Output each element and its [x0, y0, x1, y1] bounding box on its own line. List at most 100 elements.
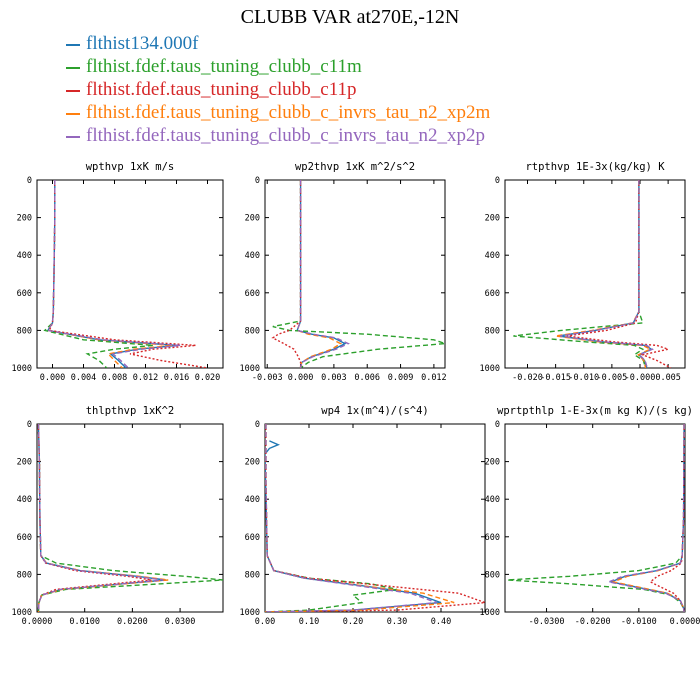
y-tick-label: 400 — [485, 251, 500, 261]
series-line-4 — [37, 424, 169, 612]
plot-frame — [36, 423, 224, 613]
series-line-4 — [296, 180, 343, 368]
x-tick-label: 0.0100 — [69, 617, 100, 627]
series-line-5 — [37, 424, 164, 612]
series-line-5 — [296, 180, 350, 368]
series-line-3 — [37, 424, 152, 612]
y-tick-label: 400 — [17, 251, 32, 261]
y-tick-label: 1000 — [480, 364, 500, 374]
y-tick-label: 200 — [17, 458, 32, 468]
x-tick-label: -0.015 — [540, 373, 571, 383]
x-tick-label: 0.0200 — [117, 617, 148, 627]
y-tick-label: 600 — [17, 289, 32, 299]
legend-entry-4: flthist.fdef.taus_tuning_clubb_c_invrs_t… — [66, 101, 490, 124]
x-tick-label: -0.005 — [597, 373, 628, 383]
y-tick-label: 1000 — [12, 608, 32, 618]
y-tick-label: 0 — [27, 420, 32, 430]
x-tick-label: 0.0000 — [22, 617, 53, 627]
y-tick-label: 1000 — [480, 608, 500, 618]
y-tick-label: 200 — [17, 214, 32, 224]
x-tick-label: -0.003 — [252, 373, 283, 383]
y-tick-label: 1000 — [240, 364, 260, 374]
panel-6: wprtpthlp 1-E-3x(m kg K)/(s kg) 0 200 400 60… — [480, 405, 700, 627]
y-tick-label: 800 — [485, 326, 500, 336]
y-tick-label: 200 — [485, 458, 500, 468]
x-tick-label: 0.004 — [71, 373, 97, 383]
series-line-5 — [606, 424, 685, 612]
x-tick-label: -0.020 — [512, 373, 543, 383]
x-tick-label: 0.00 — [255, 617, 275, 627]
series-line-4 — [265, 424, 455, 612]
legend-entry-3: flthist.fdef.taus_tuning_clubb_c11p — [66, 78, 490, 101]
y-tick-label: 1000 — [240, 608, 260, 618]
legend-label: flthist.fdef.taus_tuning_clubb_c11m — [86, 56, 362, 77]
series-line-3 — [265, 424, 485, 612]
x-tick-label: 0.30 — [387, 617, 407, 627]
series-line-1 — [37, 424, 166, 612]
series-line-2 — [37, 424, 223, 612]
panel-title: thlpthvp 1xK^2 — [86, 405, 175, 417]
series-line-3 — [271, 180, 302, 368]
y-tick-label: 200 — [245, 214, 260, 224]
y-tick-label: 600 — [17, 533, 32, 543]
plot-frame — [36, 179, 224, 369]
legend-label: flthist134.000f — [86, 33, 199, 54]
panel-title: rtpthvp 1E-3x(kg/kg) K — [525, 161, 665, 173]
panel-title: wp4 1x(m^4)/(s^4) — [321, 405, 428, 417]
y-tick-label: 800 — [245, 570, 260, 580]
x-tick-label: -0.010 — [568, 373, 599, 383]
legend-entry-2: flthist.fdef.taus_tuning_clubb_c11m — [66, 55, 490, 78]
y-tick-label: 600 — [245, 533, 260, 543]
series-line-2 — [272, 180, 445, 368]
y-tick-label: 600 — [485, 289, 500, 299]
x-tick-label: 0.000 — [40, 373, 66, 383]
series-line-4 — [611, 424, 685, 612]
y-tick-label: 400 — [485, 495, 500, 505]
legend-swatch — [66, 43, 80, 46]
legend-entry-5: flthist.fdef.taus_tuning_clubb_c_invrs_t… — [66, 124, 490, 147]
legend-swatch — [66, 66, 80, 69]
y-tick-label: 400 — [245, 251, 260, 261]
y-tick-label: 200 — [245, 458, 260, 468]
x-tick-label: 0.40 — [431, 617, 451, 627]
y-tick-label: 200 — [485, 214, 500, 224]
series-line-1 — [296, 180, 347, 368]
panel-title: wp2thvp 1xK m^2/s^2 — [295, 161, 415, 173]
series-line-4 — [555, 180, 652, 368]
x-tick-label: 0.10 — [299, 617, 319, 627]
legend-label: flthist.fdef.taus_tuning_clubb_c_invrs_t… — [86, 102, 491, 123]
y-tick-label: 400 — [17, 495, 32, 505]
x-tick-label: 0.009 — [388, 373, 414, 383]
x-tick-label: -0.000 — [625, 373, 656, 383]
x-tick-label: 0.012 — [421, 373, 447, 383]
legend-swatch — [66, 89, 80, 92]
panel-1: wpthvp 1xK m/s 0 200 400 600 800 1000 0.000 0.00… — [12, 161, 224, 383]
series-line-5 — [46, 180, 181, 368]
y-tick-label: 400 — [245, 495, 260, 505]
x-tick-label: 0.003 — [321, 373, 347, 383]
series-line-2 — [265, 424, 398, 612]
x-tick-label: 0.0000 — [670, 617, 700, 627]
y-tick-label: 1000 — [12, 364, 32, 374]
y-tick-label: 0 — [255, 420, 260, 430]
plot-frame — [264, 179, 446, 369]
x-tick-label: 0.000 — [288, 373, 314, 383]
series-line-2 — [507, 424, 685, 612]
series-line-2 — [513, 180, 647, 368]
y-tick-label: 0 — [495, 420, 500, 430]
x-tick-label: -0.0100 — [621, 617, 657, 627]
y-tick-label: 800 — [245, 326, 260, 336]
x-tick-label: -0.0200 — [575, 617, 611, 627]
legend-swatch — [66, 112, 80, 115]
y-tick-label: 0 — [27, 176, 32, 186]
x-tick-label: 0.20 — [343, 617, 363, 627]
y-tick-label: 0 — [255, 176, 260, 186]
legend-label: flthist.fdef.taus_tuning_clubb_c_invrs_t… — [86, 125, 485, 146]
panel-2: wp2thvp 1xK m^2/s^2 0 200 400 600 800 1000-0.0… — [240, 161, 447, 383]
y-tick-label: 800 — [17, 326, 32, 336]
panel-3: rtpthvp 1E-3x(kg/kg) K 0 200 400 600 800 1000 -… — [480, 161, 686, 383]
legend: flthist134.000f flthist.fdef.taus_tuning_… — [66, 32, 490, 147]
